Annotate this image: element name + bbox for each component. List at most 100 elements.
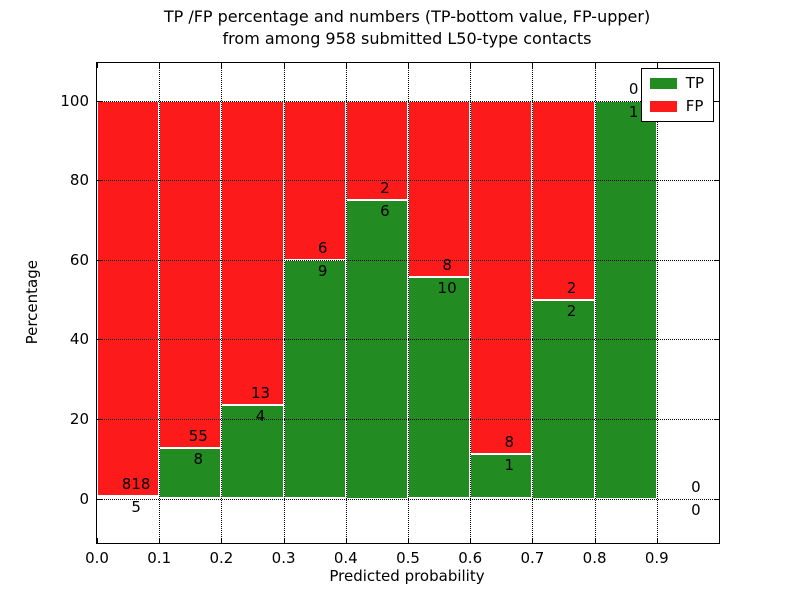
bar-segment-tp — [97, 496, 160, 499]
bar-value-tp: 1 — [628, 102, 639, 121]
chart-title-line1: TP /FP percentage and numbers (TP-bottom… — [163, 7, 651, 26]
v-gridline — [656, 63, 658, 543]
legend-label-tp: TP — [685, 74, 704, 92]
y-tick-label: 0 — [79, 489, 89, 508]
bar-segment-fp — [97, 100, 160, 497]
bar-value-fp: 0 — [691, 477, 701, 496]
bar-segment-tp — [408, 277, 471, 499]
bar-value-fp: 2 — [566, 278, 577, 297]
x-tick-bottom — [594, 538, 596, 543]
x-tick-bottom — [97, 538, 98, 543]
x-tick-label: 0.8 — [582, 549, 607, 567]
legend-label-fp: FP — [685, 97, 704, 115]
x-tick-bottom — [656, 538, 658, 543]
x-tick-top — [408, 63, 409, 68]
y-tick-label: 100 — [60, 91, 89, 110]
v-gridline — [594, 63, 596, 543]
legend-swatch-fp — [649, 101, 677, 112]
v-gridline — [283, 63, 285, 543]
x-tick-top — [594, 63, 596, 68]
x-tick-bottom — [159, 538, 161, 543]
bar-value-tp: 8 — [193, 449, 204, 468]
y-tick-left — [97, 100, 102, 102]
bar-value-tp: 0 — [691, 500, 701, 519]
v-gridline — [470, 63, 472, 543]
bar-segment-tp — [159, 447, 222, 499]
x-tick-top — [159, 63, 161, 68]
bar-value-fp: 8 — [442, 256, 452, 275]
bar-segment-tp — [221, 404, 284, 499]
x-tick-label: 0.3 — [271, 549, 296, 567]
v-gridline — [408, 63, 409, 543]
x-tick-top — [345, 63, 347, 68]
bar-segment-fp — [532, 100, 595, 300]
y-tick-right — [714, 180, 719, 182]
y-tick-left — [97, 339, 102, 341]
x-tick-bottom — [532, 538, 534, 543]
plot-area: 0 20 40 60 80 100 0.0 0.1 0.2 0.3 0.4 0.5 0.6 0.7 0.8 0… — [60, 62, 720, 567]
bar-value-tp: 10 — [437, 279, 457, 298]
bar-segment-fp — [159, 100, 222, 448]
y-tick-label: 60 — [69, 250, 89, 269]
x-tick-top — [719, 63, 720, 68]
chart-title: TP /FP percentage and numbers (TP-bottom… — [96, 6, 718, 50]
v-gridline — [532, 63, 534, 543]
y-tick-label: 40 — [69, 330, 89, 349]
y-tick-label: 80 — [69, 171, 89, 190]
bar-segment-fp — [221, 100, 284, 405]
bar-segment-fp — [345, 100, 408, 200]
bar-segment-tp — [470, 454, 533, 499]
bar-segment-fp — [470, 100, 533, 455]
x-tick-top — [532, 63, 534, 68]
bar-value-tp: 4 — [255, 406, 266, 425]
x-tick-bottom — [408, 538, 409, 543]
x-tick-label: 0.0 — [85, 549, 109, 567]
y-axis-label: Percentage — [23, 259, 41, 345]
v-gridline — [159, 63, 161, 543]
x-tick-bottom — [470, 538, 472, 543]
x-tick-label: 0.4 — [333, 549, 358, 567]
x-tick-top — [221, 63, 223, 68]
y-tick-right — [714, 498, 719, 500]
y-tick-right — [714, 100, 719, 102]
x-tick-top — [283, 63, 285, 68]
v-gridline — [221, 63, 223, 543]
y-tick-left — [97, 498, 102, 500]
bar-segment-tp — [532, 299, 595, 499]
y-tick-right — [714, 339, 719, 341]
y-tick-right — [714, 418, 719, 420]
y-tick-right — [714, 259, 719, 261]
bar-segment-tp — [594, 100, 657, 499]
x-tick-bottom — [345, 538, 347, 543]
chart-title-line2: from among 958 submitted L50-type contac… — [222, 29, 592, 48]
bar-value-fp: 13 — [250, 383, 271, 402]
x-tick-bottom — [283, 538, 285, 543]
legend: TP FP — [640, 68, 714, 122]
legend-swatch-tp — [649, 78, 677, 89]
x-tick-top — [656, 63, 658, 68]
y-tick-label: 20 — [69, 409, 89, 428]
bar-value-tp: 9 — [317, 261, 328, 280]
bar-value-fp: 8 — [504, 433, 515, 452]
bar-value-fp: 6 — [317, 238, 328, 257]
bar-value-tp: 5 — [131, 498, 141, 517]
bar-segment-tp — [345, 200, 408, 499]
bar-segment-tp — [283, 259, 346, 499]
bar-value-tp: 6 — [380, 202, 390, 220]
bar-value-fp: 0 — [628, 79, 639, 98]
x-tick-label: 0.1 — [147, 549, 172, 567]
bar-value-fp: 55 — [188, 426, 208, 445]
x-tick-top — [470, 63, 472, 68]
x-tick-bottom — [221, 538, 223, 543]
x-tick-top — [97, 63, 98, 68]
x-tick-label: 0.7 — [520, 549, 545, 567]
x-tick-label: 0.9 — [644, 549, 669, 567]
x-tick-bottom — [719, 538, 720, 543]
legend-item-fp: FP — [649, 97, 704, 115]
y-tick-left — [97, 180, 102, 182]
y-tick-left — [97, 259, 102, 261]
bar-segment-fp — [408, 100, 471, 278]
x-axis-label: Predicted probability — [329, 567, 485, 585]
v-gridline — [345, 63, 347, 543]
